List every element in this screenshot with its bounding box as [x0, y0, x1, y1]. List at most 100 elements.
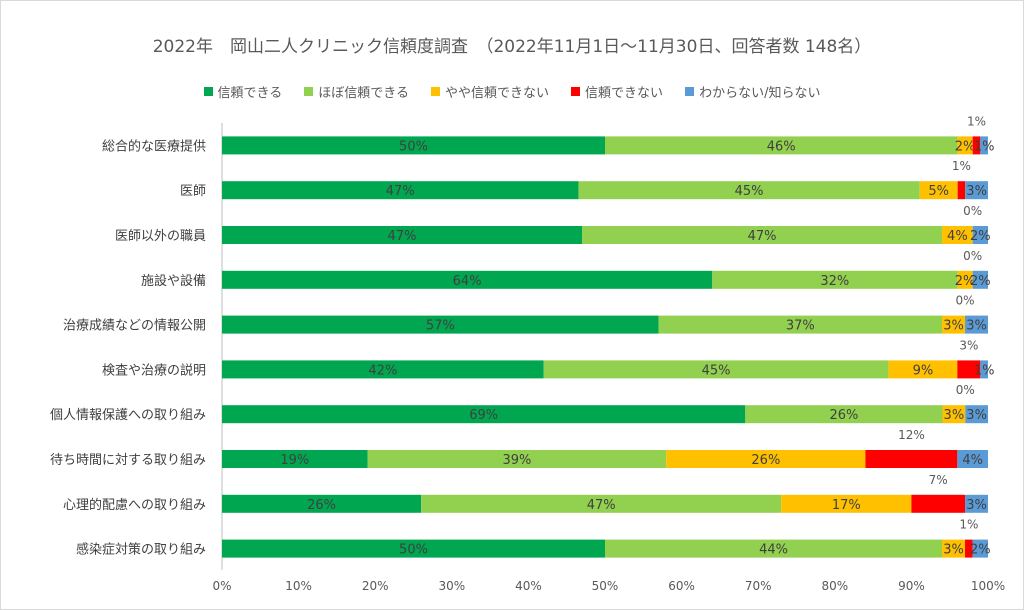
bar-segment: [972, 136, 981, 155]
data-label: 2%: [955, 139, 976, 154]
legend-swatch: [304, 87, 314, 96]
data-label: 46%: [767, 139, 796, 154]
data-label: 64%: [453, 274, 482, 289]
bar-segment: [222, 539, 605, 558]
data-label: 12%: [898, 428, 925, 442]
x-tick-label: 20%: [362, 579, 389, 593]
data-label: 3%: [966, 408, 987, 423]
bar-segment: [957, 270, 973, 289]
x-tick-label: 50%: [592, 579, 619, 593]
bar-segment: [919, 181, 958, 200]
data-label: 3%: [943, 319, 964, 334]
data-label: 26%: [307, 498, 336, 513]
legend-label: わからない/知らない: [699, 86, 821, 101]
legend-swatch: [685, 87, 695, 96]
bar-segment: [972, 226, 988, 244]
bar-segment: [942, 226, 973, 244]
data-label: 2%: [970, 229, 991, 244]
data-label: 4%: [962, 453, 983, 468]
data-label: 0%: [963, 204, 982, 218]
bar-segment: [605, 539, 943, 558]
bar-segment: [582, 226, 943, 244]
category-label: 医師以外の職員: [115, 229, 206, 244]
data-label: 1%: [967, 114, 986, 128]
bar-segment: [965, 315, 988, 334]
x-tick-label: 70%: [745, 579, 772, 593]
bar-segment: [972, 539, 988, 558]
category-label: 心理的配慮への取り組み: [63, 497, 206, 513]
bar-segment: [781, 494, 912, 513]
data-label: 5%: [928, 184, 949, 199]
bar-segment: [942, 315, 966, 334]
bar-segment: [222, 494, 422, 513]
data-label: 26%: [829, 408, 858, 423]
data-label: 47%: [587, 498, 616, 513]
bar-segment: [421, 494, 782, 513]
legend-item: 信頼できる: [203, 82, 283, 101]
legend: 信頼できる ほぼ信頼できる やや信頼できない 信頼できない わからない/知らない: [0, 82, 1024, 101]
data-label: 45%: [702, 363, 731, 378]
bar-segment: [222, 270, 713, 289]
bar-segment: [980, 136, 988, 155]
data-label: 3%: [966, 498, 987, 513]
x-tick-label: 100%: [971, 579, 1005, 593]
bar-segment: [965, 181, 988, 200]
bar-segment: [965, 405, 988, 424]
data-label: 0%: [963, 249, 982, 263]
data-label: 69%: [469, 408, 498, 423]
data-label: 1%: [952, 159, 971, 173]
legend-item: わからない/知らない: [685, 82, 820, 101]
data-label: 1%: [974, 139, 995, 154]
bar-segment: [957, 360, 981, 379]
data-label: 7%: [929, 473, 948, 487]
bar-segment: [367, 450, 667, 468]
data-label: 4%: [947, 229, 968, 244]
data-label: 9%: [913, 363, 934, 378]
category-label: 医師: [180, 184, 206, 199]
bar-segment: [222, 136, 605, 155]
bar-segment: [222, 360, 544, 379]
data-label: 47%: [388, 229, 417, 244]
data-label: 3%: [966, 184, 987, 199]
bar-segment: [578, 181, 920, 200]
legend-item: 信頼できない: [571, 82, 663, 101]
data-label: 44%: [759, 543, 788, 558]
chart-title: 2022年 岡山二人クリニック信頼度調査 （2022年11月1日～11月30日、…: [152, 37, 872, 57]
category-label: 検査や治療の説明: [102, 362, 206, 378]
legend-label: ほぼ信頼できる: [318, 86, 410, 101]
bar-segment: [957, 181, 966, 200]
bar-segment: [942, 539, 966, 558]
bar-segment: [965, 494, 988, 513]
data-label: 3%: [966, 319, 987, 334]
data-label: 32%: [820, 274, 849, 289]
data-label: 50%: [399, 543, 428, 558]
bar-segment: [865, 450, 958, 468]
data-label: 50%: [399, 139, 428, 154]
bar-segment: [972, 270, 988, 289]
legend-swatch: [431, 87, 441, 96]
data-label: 3%: [944, 408, 965, 423]
data-label: 45%: [735, 184, 764, 199]
legend-label: 信頼できない: [585, 86, 664, 101]
x-tick-label: 80%: [821, 579, 848, 593]
x-tick-label: 60%: [668, 579, 695, 593]
bar-segment: [543, 360, 889, 379]
bar-segment: [957, 136, 973, 155]
category-label: 治療成績などの情報公開: [63, 319, 206, 334]
bar-segment: [712, 270, 958, 289]
data-label: 0%: [956, 383, 975, 397]
category-label: 個人情報保護への取り組み: [50, 407, 206, 423]
category-label: 施設や設備: [141, 273, 206, 289]
bar-segment: [957, 450, 988, 468]
data-label: 0%: [955, 294, 974, 308]
bar-segment: [222, 226, 583, 244]
legend-label: 信頼できる: [217, 86, 283, 101]
bar-segment: [658, 315, 943, 334]
x-tick-label: 40%: [515, 579, 542, 593]
data-label: 47%: [748, 229, 777, 244]
bar-segment: [911, 494, 966, 513]
legend-item: ほぼ信頼できる: [304, 82, 409, 101]
data-label: 57%: [426, 319, 455, 334]
legend-label: やや信頼できない: [445, 86, 550, 101]
data-label: 2%: [970, 543, 991, 558]
